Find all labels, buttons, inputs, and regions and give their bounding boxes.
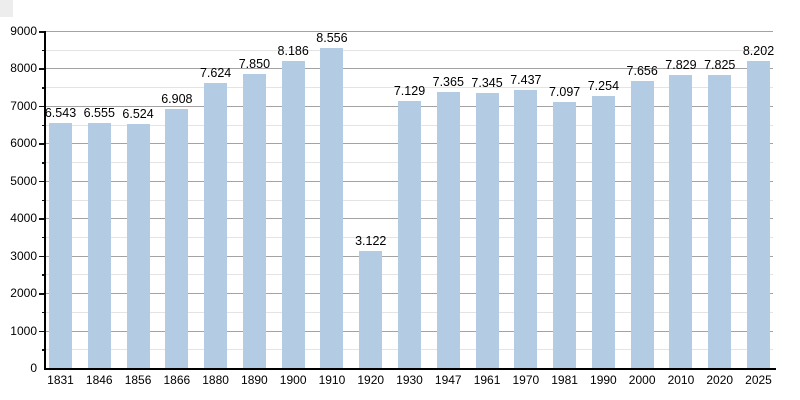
y-major-tick: [39, 68, 46, 70]
x-tick-label: 1900: [279, 373, 307, 387]
x-tick-label: 1846: [85, 373, 113, 387]
bar: [591, 96, 615, 368]
bar-value-label: 7.624: [199, 65, 232, 80]
bar: [204, 82, 228, 368]
major-gridline: [46, 68, 773, 70]
y-tick-label: 8000: [10, 61, 37, 76]
bar-value-label: 6.524: [122, 106, 154, 121]
y-tick-label: 7000: [10, 98, 37, 113]
bar-value-label: 7.850: [238, 57, 271, 72]
bar-value-label: 7.825: [704, 57, 736, 72]
x-tick-label: 1961: [473, 373, 501, 387]
bar: [436, 92, 460, 368]
bar: [630, 81, 654, 368]
y-tick-label: 6000: [10, 136, 37, 151]
bar-value-label: 7.097: [548, 85, 581, 100]
x-tick-label: 1970: [512, 373, 540, 387]
y-major-tick: [39, 293, 46, 295]
bar-value-label: 8.202: [742, 43, 775, 58]
bar-value-label: 7.365: [432, 75, 464, 90]
x-tick-label: 1856: [124, 373, 152, 387]
y-tick-label: 2000: [10, 286, 37, 301]
bar: [165, 109, 189, 368]
bar-value-label: 7.656: [626, 64, 658, 79]
y-axis-line: [44, 31, 46, 369]
minor-gridline: [46, 49, 773, 51]
bar: [320, 47, 344, 368]
y-major-tick: [39, 31, 46, 33]
x-tick-label: 1990: [590, 373, 617, 387]
y-major-tick: [39, 330, 46, 333]
y-tick-label: 1000: [10, 323, 37, 338]
bar: [49, 123, 72, 368]
y-major-tick: [39, 255, 46, 258]
major-gridline: [46, 31, 773, 32]
bar-value-label: 6.543: [44, 106, 77, 120]
x-tick-label: 1930: [396, 373, 423, 387]
y-tick-label: 9000: [10, 24, 37, 38]
x-tick-label: 1880: [202, 373, 229, 387]
bar-value-label: 8.186: [277, 44, 309, 59]
bar: [87, 122, 111, 368]
bar-value-label: 7.254: [587, 79, 620, 94]
y-major-tick: [39, 143, 46, 145]
x-tick-label: 1831: [47, 373, 74, 387]
x-tick-label: 1890: [241, 373, 268, 387]
y-axis: 0 1000 2000 3000 4000 5000 6000 7000 8000 9000: [0, 25, 46, 374]
corner-artifact: [0, 0, 13, 17]
bar: [398, 101, 421, 368]
bar-value-label: 6.555: [83, 105, 115, 120]
minor-gridline: [46, 87, 773, 89]
bar: [514, 89, 538, 368]
bar: [475, 92, 499, 368]
x-tick-label: 1910: [318, 373, 346, 387]
x-axis: 1831 1846 1856 1866 1880 1890 1900 1910 1920 1930…: [0, 373, 800, 389]
y-tick-label: 3000: [10, 248, 37, 263]
bar: [747, 60, 770, 368]
x-tick-label: 1866: [163, 373, 191, 387]
x-tick-label: 1920: [357, 373, 385, 387]
bar: [553, 102, 577, 368]
x-tick-label: 1947: [434, 373, 462, 387]
bar-value-label: 3.122: [355, 234, 387, 249]
bar-value-label: 7.345: [471, 75, 503, 90]
bar: [708, 75, 732, 368]
bar-value-label: 7.129: [393, 84, 426, 99]
y-tick-label: 4000: [10, 211, 37, 226]
x-tick-label: 1981: [551, 373, 578, 387]
bar-value-label: 6.908: [161, 92, 193, 107]
y-major-tick: [39, 105, 46, 108]
bar: [359, 251, 383, 368]
y-major-tick: [39, 180, 46, 183]
bar: [242, 74, 266, 368]
bar-value-label: 8.556: [316, 30, 348, 45]
x-tick-label: 2025: [745, 373, 772, 387]
bar-value-label: 7.437: [510, 72, 542, 87]
y-tick-label: 5000: [10, 173, 37, 188]
x-axis-line: [44, 368, 776, 370]
y-major-tick: [39, 218, 46, 220]
x-tick-label: 2010: [667, 373, 695, 387]
y-tick-label: 0: [30, 361, 37, 375]
bar: [669, 74, 693, 368]
x-tick-label: 2000: [628, 373, 656, 387]
bar-value-label: 7.829: [665, 57, 697, 72]
x-tick-label: 2020: [706, 373, 734, 387]
plot-area: 6.543 6.555 6.524 6.908 7.624 7.850 8.186 8.556…: [44, 30, 775, 368]
bar: [126, 123, 150, 368]
bar: [281, 61, 305, 368]
